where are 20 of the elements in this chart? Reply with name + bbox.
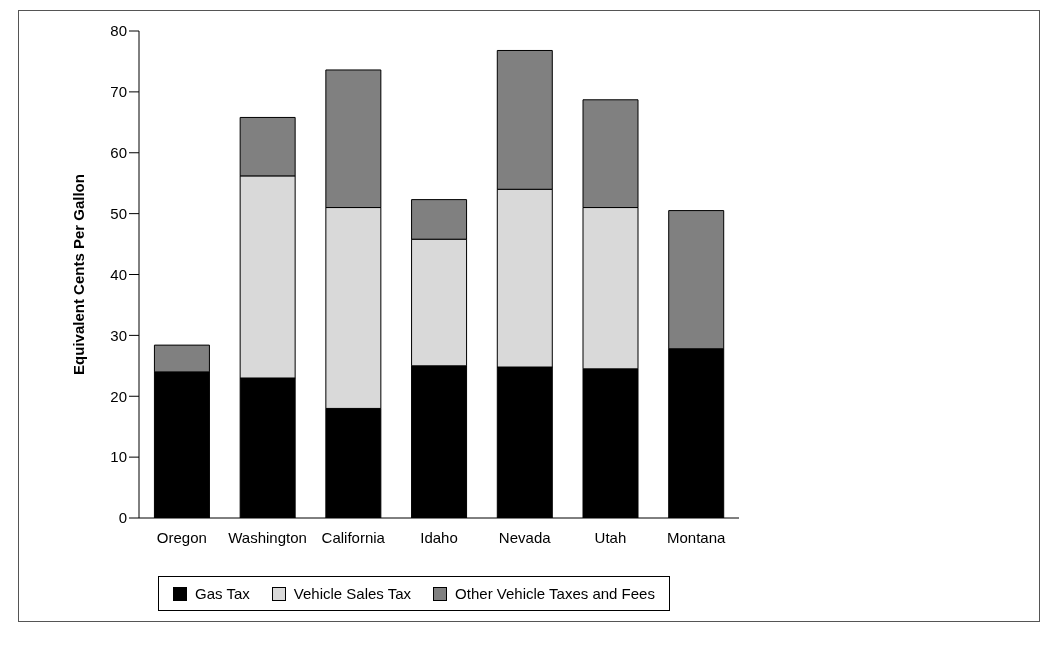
y-tick-label: 30: [110, 326, 127, 344]
x-tick-label: Idaho: [420, 528, 458, 546]
x-tick-label: Nevada: [498, 528, 552, 546]
y-tick-label: 80: [110, 22, 127, 40]
legend-label: Vehicle Sales Tax: [293, 585, 412, 602]
y-tick-label: 70: [110, 83, 127, 101]
x-tick-label: Washington: [228, 528, 307, 546]
y-tick-label: 60: [110, 144, 127, 162]
legend-label: Other Vehicle Taxes and Fees: [455, 585, 655, 602]
y-tick-label: 40: [110, 265, 127, 283]
x-tick-label: Oregon: [156, 528, 207, 546]
y-tick-label: 0: [118, 509, 127, 527]
legend-label: Gas Tax: [195, 585, 250, 602]
y-tick-label: 20: [110, 387, 127, 405]
x-tick-label: Utah: [594, 528, 627, 546]
x-tick-label: Montana: [666, 528, 726, 546]
x-tick-label: California: [321, 528, 386, 546]
y-tick-label: 50: [110, 204, 127, 222]
y-tick-label: 10: [110, 448, 127, 466]
y-axis-title: Equivalent Cents Per Gallon: [70, 174, 88, 375]
